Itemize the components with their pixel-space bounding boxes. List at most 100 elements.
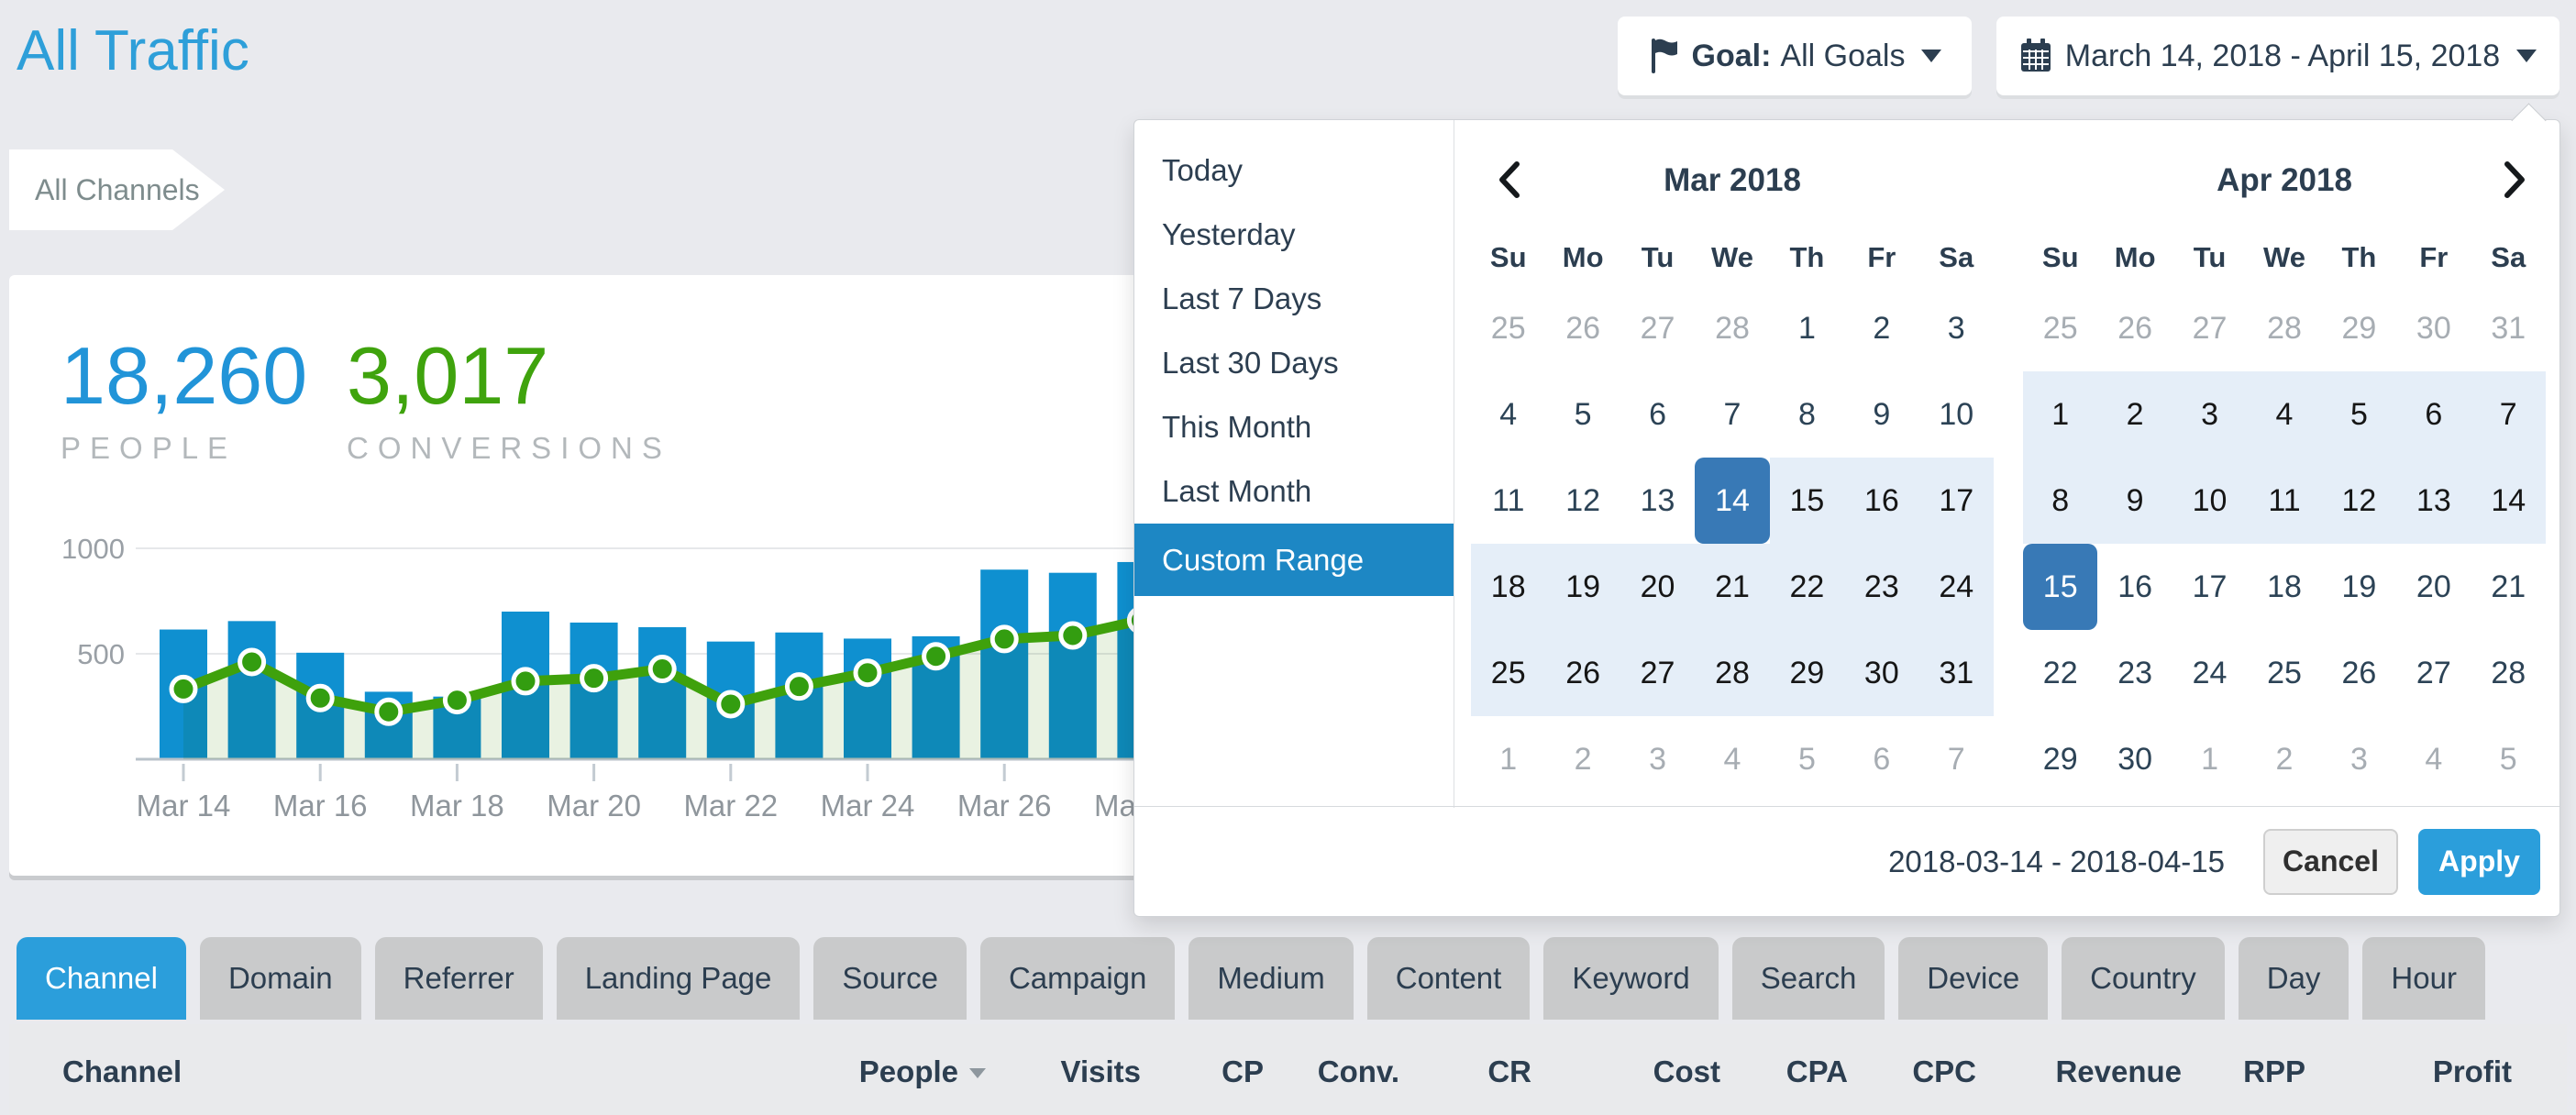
- day-cell[interactable]: 24: [1918, 544, 1994, 630]
- tab-day[interactable]: Day: [2238, 937, 2349, 1020]
- day-cell[interactable]: 26: [1565, 310, 1601, 346]
- tab-referrer[interactable]: Referrer: [374, 937, 543, 1020]
- day-cell[interactable]: 29: [1769, 630, 1845, 716]
- day-cell[interactable]: 20: [1620, 544, 1696, 630]
- cancel-button[interactable]: Cancel: [2263, 828, 2398, 895]
- day-cell[interactable]: 29: [2042, 741, 2078, 777]
- day-cell[interactable]: 30: [1844, 630, 1919, 716]
- day-cell[interactable]: 27: [2192, 310, 2228, 346]
- day-cell[interactable]: 28: [2267, 310, 2302, 346]
- preset-today[interactable]: Today: [1162, 153, 1244, 187]
- column-profit[interactable]: Profit: [2432, 1054, 2512, 1088]
- day-cell[interactable]: 17: [1918, 458, 1994, 544]
- day-cell[interactable]: 5: [1574, 396, 1592, 432]
- day-cell[interactable]: 6: [1649, 396, 1667, 432]
- day-cell[interactable]: 9: [2097, 458, 2172, 544]
- day-cell[interactable]: 21: [2491, 569, 2526, 604]
- day-cell[interactable]: 3: [1649, 741, 1667, 777]
- day-cell[interactable]: 13: [2396, 458, 2471, 544]
- day-cell[interactable]: 5: [1797, 741, 1816, 777]
- day-cell[interactable]: 26: [2117, 310, 2153, 346]
- tab-channel[interactable]: Channel: [17, 937, 186, 1020]
- day-cell-selected[interactable]: 15: [2023, 544, 2098, 630]
- day-cell[interactable]: 31: [1918, 630, 1994, 716]
- day-cell[interactable]: 5: [2321, 371, 2397, 458]
- day-cell[interactable]: 2: [2275, 741, 2294, 777]
- column-cpc[interactable]: CPC: [1912, 1054, 1976, 1088]
- tab-hour[interactable]: Hour: [2362, 937, 2485, 1020]
- day-cell[interactable]: 25: [1490, 310, 1526, 346]
- day-cell[interactable]: 22: [1769, 544, 1845, 630]
- tab-search[interactable]: Search: [1731, 937, 1885, 1020]
- day-cell[interactable]: 3: [2172, 371, 2248, 458]
- day-cell[interactable]: 1: [2201, 741, 2219, 777]
- day-cell[interactable]: 2: [1873, 310, 1891, 346]
- tab-landing-page[interactable]: Landing Page: [556, 937, 801, 1020]
- tab-medium[interactable]: Medium: [1188, 937, 1354, 1020]
- day-cell[interactable]: 7: [2471, 371, 2546, 458]
- day-cell[interactable]: 25: [2267, 655, 2302, 690]
- day-cell[interactable]: 12: [2321, 458, 2397, 544]
- tab-content[interactable]: Content: [1366, 937, 1531, 1020]
- day-cell[interactable]: 2: [1574, 741, 1592, 777]
- breadcrumb-all-channels[interactable]: All Channels: [9, 149, 225, 230]
- day-cell[interactable]: 28: [1695, 630, 1770, 716]
- day-cell[interactable]: 19: [2341, 569, 2377, 604]
- day-cell[interactable]: 7: [1947, 741, 1965, 777]
- day-cell[interactable]: 25: [2042, 310, 2078, 346]
- next-month-icon[interactable]: [2496, 159, 2533, 201]
- column-cost[interactable]: Cost: [1653, 1054, 1720, 1088]
- tab-device[interactable]: Device: [1898, 937, 2049, 1020]
- day-cell[interactable]: 22: [2042, 655, 2078, 690]
- day-cell-selected[interactable]: 14: [1695, 458, 1770, 544]
- day-cell[interactable]: 27: [1620, 630, 1696, 716]
- day-cell[interactable]: 20: [2416, 569, 2451, 604]
- day-cell[interactable]: 12: [1565, 482, 1601, 518]
- day-cell[interactable]: 4: [1499, 396, 1518, 432]
- day-cell[interactable]: 8: [1797, 396, 1816, 432]
- day-cell[interactable]: 10: [2172, 458, 2248, 544]
- day-cell[interactable]: 24: [2192, 655, 2228, 690]
- tab-source[interactable]: Source: [813, 937, 967, 1020]
- day-cell[interactable]: 30: [2416, 310, 2451, 346]
- day-cell[interactable]: 4: [2247, 371, 2322, 458]
- day-cell[interactable]: 6: [2396, 371, 2471, 458]
- day-cell[interactable]: 16: [1844, 458, 1919, 544]
- column-people[interactable]: People: [858, 1054, 958, 1088]
- previous-month-icon[interactable]: [1491, 159, 1528, 201]
- day-cell[interactable]: 19: [1545, 544, 1620, 630]
- column-cp[interactable]: CP: [1222, 1054, 1264, 1088]
- day-cell[interactable]: 8: [2023, 458, 2098, 544]
- column-cr[interactable]: CR: [1487, 1054, 1531, 1088]
- preset-yesterday[interactable]: Yesterday: [1162, 217, 1296, 251]
- day-cell[interactable]: 29: [2341, 310, 2377, 346]
- day-cell[interactable]: 18: [1471, 544, 1546, 630]
- tab-keyword[interactable]: Keyword: [1543, 937, 1719, 1020]
- day-cell[interactable]: 31: [2491, 310, 2526, 346]
- day-cell[interactable]: 10: [1939, 396, 1974, 432]
- tab-country[interactable]: Country: [2062, 937, 2225, 1020]
- preset-this-month[interactable]: This Month: [1162, 410, 1312, 444]
- column-rpp[interactable]: RPP: [2243, 1054, 2305, 1088]
- goal-selector-button[interactable]: Goal: All Goals: [1618, 17, 1972, 95]
- tab-campaign[interactable]: Campaign: [979, 937, 1176, 1020]
- day-cell[interactable]: 2: [2097, 371, 2172, 458]
- day-cell[interactable]: 25: [1471, 630, 1546, 716]
- day-cell[interactable]: 28: [1715, 310, 1750, 346]
- preset-custom-range[interactable]: Custom Range: [1134, 524, 1454, 596]
- day-cell[interactable]: 11: [2247, 458, 2322, 544]
- day-cell[interactable]: 4: [1723, 741, 1741, 777]
- column-revenue[interactable]: Revenue: [2055, 1054, 2182, 1088]
- column-channel[interactable]: Channel: [62, 1054, 182, 1088]
- day-cell[interactable]: 27: [1640, 310, 1675, 346]
- day-cell[interactable]: 21: [1695, 544, 1770, 630]
- day-cell[interactable]: 9: [1873, 396, 1891, 432]
- day-cell[interactable]: 5: [2499, 741, 2517, 777]
- day-cell[interactable]: 3: [1947, 310, 1965, 346]
- date-range-button[interactable]: March 14, 2018 - April 15, 2018: [1996, 17, 2559, 95]
- preset-last-30-days[interactable]: Last 30 Days: [1162, 346, 1339, 380]
- column-conv[interactable]: Conv.: [1317, 1054, 1399, 1088]
- day-cell[interactable]: 23: [1844, 544, 1919, 630]
- day-cell[interactable]: 3: [2349, 741, 2368, 777]
- day-cell[interactable]: 15: [1769, 458, 1845, 544]
